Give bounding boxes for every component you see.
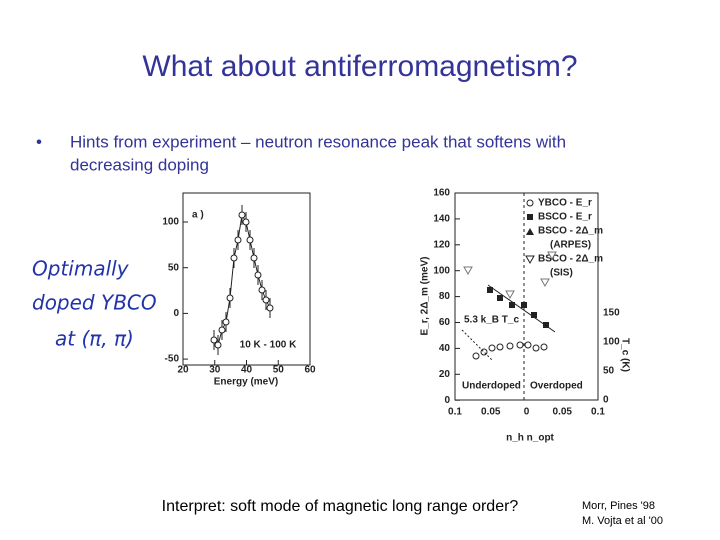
handwritten-note: doped YBCO	[32, 291, 157, 315]
legend-symbol	[527, 214, 533, 220]
data-point	[472, 352, 480, 360]
data-point	[214, 341, 222, 349]
legend-symbol	[526, 228, 534, 235]
y-tick-label: 20	[439, 369, 451, 380]
handwritten-note: Optimally	[32, 257, 130, 281]
legend-entry: (ARPES)	[550, 240, 591, 251]
x-axis-label: Energy (meV)	[214, 377, 278, 388]
y-tick-label: 140	[433, 214, 450, 225]
right-plot-frame	[454, 192, 599, 401]
data-point	[258, 286, 266, 294]
y-tick-label: 100	[162, 217, 179, 228]
data-point	[230, 254, 238, 262]
data-point	[234, 236, 242, 244]
slide-title: What about antiferromagnetism?	[142, 50, 577, 83]
data-point	[547, 251, 557, 261]
data-point	[238, 211, 246, 219]
data-point	[250, 254, 258, 262]
trend-line	[461, 329, 493, 361]
data-point	[540, 278, 550, 288]
data-point	[210, 336, 218, 344]
x-tick-label: 0	[524, 407, 530, 418]
data-point	[262, 296, 270, 304]
y-tick-label: 100	[433, 265, 450, 276]
legend-entry: (SIS)	[550, 268, 573, 279]
y-tick-label: 60	[439, 317, 451, 328]
reference: M. Vojta et al '00	[582, 515, 663, 527]
data-point	[516, 341, 524, 349]
data-point	[242, 218, 250, 226]
legend-entry: BSCO - 2Δ_m	[538, 226, 603, 237]
y2-tick-label: 100	[603, 337, 620, 348]
legend-entry: BSCO - E_r	[538, 212, 592, 223]
data-point	[218, 326, 226, 334]
legend-symbol	[526, 199, 534, 207]
data-point	[254, 271, 262, 279]
data-point	[531, 312, 537, 318]
data-point	[246, 236, 254, 244]
y-tick-label: 0	[444, 395, 450, 406]
y-tick-label: 0	[173, 308, 179, 319]
data-point	[543, 322, 549, 328]
data-point	[487, 287, 493, 293]
x-tick-label: 50	[273, 365, 285, 376]
data-point	[505, 290, 515, 300]
caption: Interpret: soft mode of magnetic long ra…	[162, 498, 519, 515]
data-point	[509, 302, 515, 308]
x-tick-label: 0.1	[591, 407, 605, 418]
data-point	[524, 341, 532, 349]
panel-label: a )	[192, 210, 204, 221]
bullet-dot: •	[36, 132, 42, 151]
annotation: 10 K - 100 K	[240, 340, 297, 351]
y2-tick-label: 50	[603, 366, 615, 377]
legend-entry: YBCO - E_r	[538, 198, 592, 209]
legend-entry: BSCO - 2Δ_m	[538, 254, 603, 265]
data-point	[266, 304, 274, 312]
reference: Morr, Pines '98	[582, 500, 655, 512]
data-point	[463, 266, 473, 276]
bullet-text: Hints from experiment – neutron resonanc…	[70, 132, 566, 151]
y-tick-label: 40	[439, 343, 451, 354]
y2-axis-label: T_c (K)	[619, 338, 630, 372]
trend-line	[487, 284, 556, 333]
data-point	[496, 343, 504, 351]
y-tick-label: 120	[433, 239, 450, 250]
y-tick-label: 50	[168, 262, 180, 273]
x-tick-label: 40	[241, 365, 253, 376]
x-axis-label: n_h n_opt	[506, 433, 554, 444]
y-tick-label: 160	[433, 188, 450, 199]
x-tick-label: 60	[304, 365, 316, 376]
data-point	[222, 318, 230, 326]
data-point	[521, 302, 527, 308]
x-tick-label: 20	[177, 365, 189, 376]
x-tick-label: 0.1	[448, 407, 462, 418]
x-tick-label: 0.05	[553, 407, 573, 418]
data-point	[488, 344, 496, 352]
annotation: 5.3 k_B T_c	[464, 315, 519, 326]
data-point	[540, 343, 548, 351]
x-tick-label: 30	[209, 365, 221, 376]
data-point	[532, 344, 540, 352]
y-axis-label: E_r, 2Δ_m (meV)	[420, 257, 431, 336]
region-label: Underdoped	[462, 381, 521, 392]
legend-symbol	[525, 255, 535, 265]
data-point	[226, 294, 234, 302]
y-tick-label: -50	[165, 354, 180, 365]
y2-tick-label: 150	[603, 308, 620, 319]
region-label: Overdoped	[530, 381, 583, 392]
handwritten-note: at (π, π)	[55, 327, 134, 351]
data-point	[506, 342, 514, 350]
data-point	[497, 295, 503, 301]
y2-tick-label: 0	[603, 395, 609, 406]
bullet-text: decreasing doping	[70, 155, 209, 174]
y-tick-label: 80	[439, 291, 451, 302]
x-tick-label: 0.05	[481, 407, 501, 418]
